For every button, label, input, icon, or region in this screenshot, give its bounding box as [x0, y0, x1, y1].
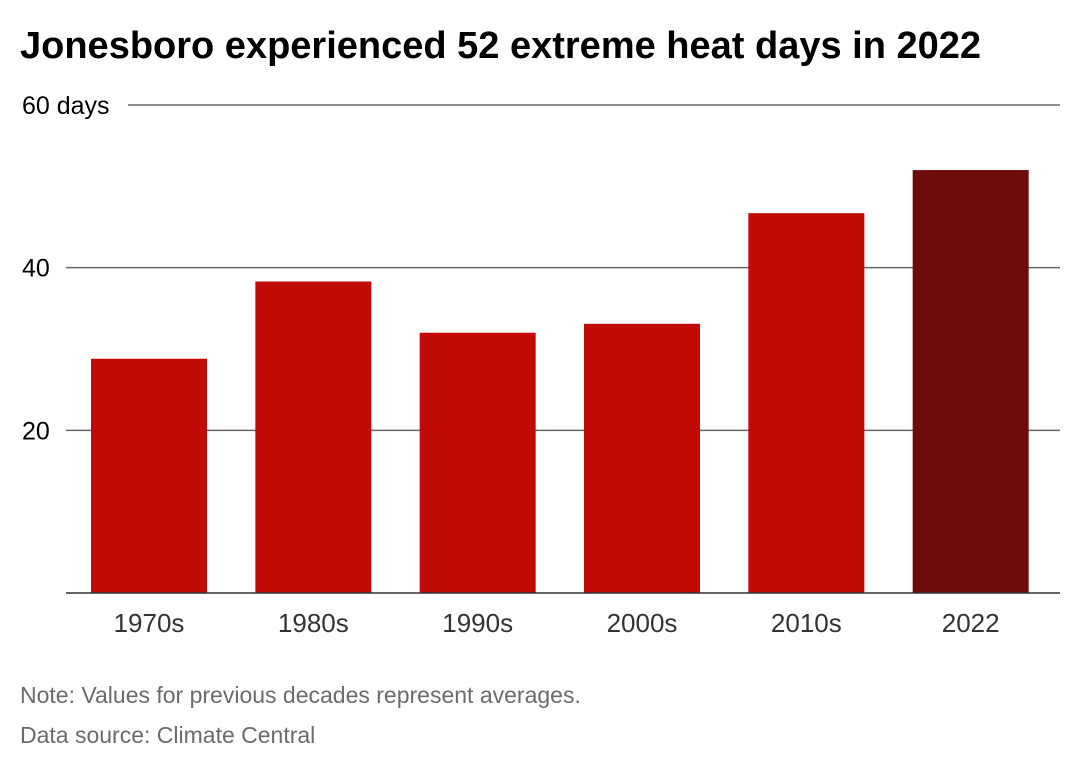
x-tick-label: 2000s: [607, 608, 678, 638]
x-axis-tick-labels: 1970s 1980s 1990s 2000s 2010s 2022: [114, 608, 1000, 638]
bar-1970s: [91, 358, 207, 593]
bar-2022: [912, 170, 1029, 594]
bar-1980s: [255, 281, 372, 593]
bar-chart: 20 40 60 days 1970s 1980s 1990s 2000s 2010s 202…: [22, 92, 1060, 638]
y-axis-tick-labels: 20 40 60 days: [22, 92, 110, 445]
chart-note: Note: Values for previous decades repres…: [20, 682, 581, 708]
y-tick-label: 20: [22, 417, 50, 445]
gridlines: [66, 104, 1060, 432]
y-tick-label: 40: [22, 255, 50, 283]
bars: [91, 170, 1029, 594]
bar-1990s: [419, 332, 536, 593]
x-tick-label: 1980s: [278, 608, 349, 638]
chart-title: Jonesboro experienced 52 extreme heat da…: [20, 25, 982, 67]
x-tick-label: 1990s: [442, 608, 513, 638]
bar-2000s: [584, 323, 700, 593]
x-tick-label: 2010s: [771, 608, 842, 638]
x-tick-label: 2022: [942, 608, 1000, 638]
y-tick-label: 60 days: [22, 92, 110, 120]
x-tick-label: 1970s: [114, 608, 185, 638]
bar-2010s: [748, 213, 865, 593]
data-source: Data source: Climate Central: [20, 722, 316, 748]
